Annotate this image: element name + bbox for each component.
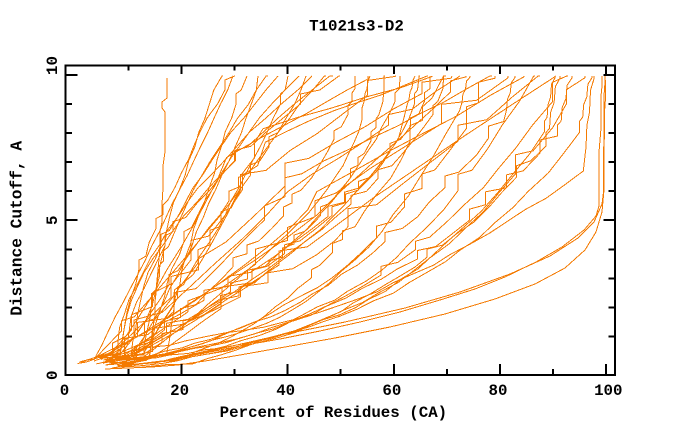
svg-text:80: 80 (489, 382, 508, 400)
svg-text:20: 20 (170, 382, 189, 400)
svg-text:5: 5 (44, 216, 62, 225)
svg-text:Distance Cutoff, A: Distance Cutoff, A (9, 141, 27, 316)
svg-text:0: 0 (60, 382, 69, 400)
svg-text:10: 10 (44, 56, 62, 75)
svg-text:T1021s3-D2: T1021s3-D2 (309, 17, 404, 35)
svg-text:60: 60 (382, 382, 401, 400)
svg-text:Percent of Residues (CA): Percent of Residues (CA) (220, 404, 448, 422)
svg-text:100: 100 (594, 382, 622, 400)
svg-text:40: 40 (276, 382, 295, 400)
svg-text:0: 0 (44, 370, 62, 379)
